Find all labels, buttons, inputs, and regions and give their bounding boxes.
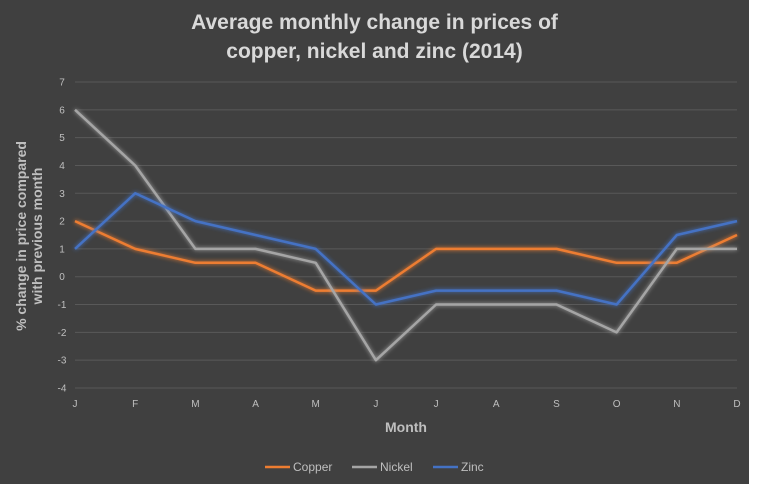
y-tick-label: -4 [58, 384, 67, 395]
y-tick-label: 7 [59, 78, 65, 89]
series-line-copper [74, 219, 738, 292]
x-tick-label: M [312, 399, 320, 410]
y-tick-label: 3 [59, 189, 65, 200]
y-tick-label: 2 [59, 217, 65, 228]
y-tick-label: -2 [58, 328, 67, 339]
x-tick-label: N [673, 399, 680, 410]
x-tick-label: M [191, 399, 199, 410]
x-axis-title: Month [385, 419, 427, 435]
legend-label-nickel: Nickel [380, 460, 413, 474]
y-tick-label: 5 [59, 133, 65, 144]
legend: Copper Nickel Zinc [265, 460, 484, 474]
series-line-zinc [74, 192, 738, 306]
y-axis-title: % change in price compared with previous… [13, 141, 45, 331]
x-tick-label: A [493, 399, 500, 410]
chart-title: Average monthly change in prices of copp… [0, 8, 749, 66]
gridlines [75, 81, 737, 389]
series-lines [74, 108, 738, 362]
y-axis-title-line-1: % change in price compared [13, 141, 29, 331]
x-tick-label: S [553, 399, 560, 410]
y-tick-label: -3 [58, 356, 67, 367]
x-tick-label: D [733, 399, 740, 410]
y-tick-label: 1 [59, 244, 65, 255]
y-tick-label: 4 [59, 161, 65, 172]
x-tick-label: J [373, 399, 378, 410]
legend-label-zinc: Zinc [461, 460, 484, 474]
y-axis-title-line-2: with previous month [29, 168, 45, 306]
chart-title-line-1: Average monthly change in prices of [191, 11, 558, 34]
y-tick-label: -1 [58, 300, 67, 311]
x-tick-label: F [132, 399, 138, 410]
series-line-nickel [74, 108, 737, 362]
x-tick-label: J [73, 399, 78, 410]
chart-title-line-2: copper, nickel and zinc (2014) [226, 40, 523, 63]
y-tick-label: 0 [59, 272, 65, 283]
y-tick-label: 6 [59, 105, 65, 116]
y-axis-ticks: 7 6 5 4 3 2 1 0 -1 -2 -3 -4 [58, 78, 67, 395]
x-tick-label: J [434, 399, 439, 410]
legend-label-copper: Copper [293, 460, 332, 474]
x-tick-label: O [613, 399, 621, 410]
x-tick-label: A [252, 399, 259, 410]
